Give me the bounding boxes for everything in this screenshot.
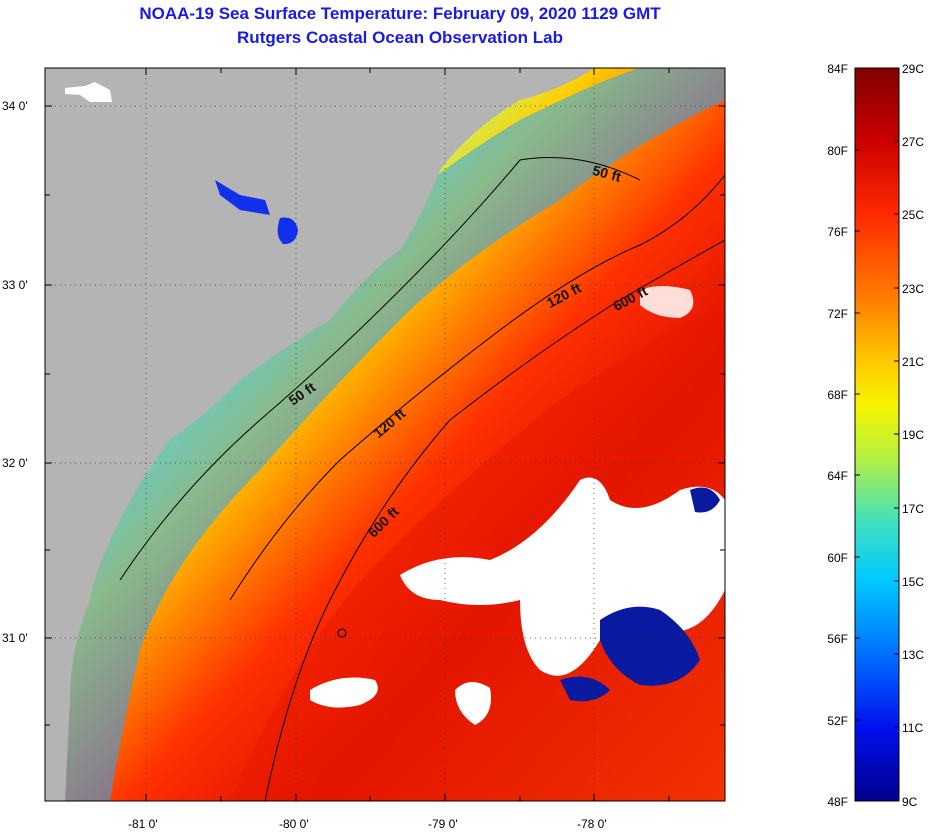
lat-label-32: 32 0' [2, 456, 28, 470]
lon-label-80: -80 0' [279, 817, 309, 831]
colorbar-label-f: 84F [827, 62, 848, 76]
inland-lake [277, 217, 298, 245]
lat-label-33: 33 0' [2, 278, 28, 292]
colorbar-label-c: 15C [902, 575, 924, 589]
lon-label-78: -78 0' [577, 817, 607, 831]
colorbar-label-c: 27C [902, 135, 924, 149]
lon-label-79: -79 0' [428, 817, 458, 831]
graticule [45, 68, 725, 801]
contour-120ft [229, 174, 725, 601]
contour-50ft [119, 157, 641, 581]
axis-ticks [45, 68, 725, 801]
colorbar-label-f: 80F [827, 144, 848, 158]
colorbar-label-c: 21C [902, 355, 924, 369]
colorbar-label-f: 56F [827, 632, 848, 646]
lon-label-81: -81 0' [128, 817, 158, 831]
colorbar-label-f: 76F [827, 225, 848, 239]
map-title: NOAA-19 Sea Surface Temperature: Februar… [139, 4, 661, 23]
temperature-colorbar [854, 67, 900, 802]
colorbar-label-c: 17C [902, 502, 924, 516]
colorbar-ticks [855, 67, 899, 802]
cloud-patch [65, 82, 112, 102]
colorbar-label-f: 60F [827, 551, 848, 565]
colorbar-label-c: 29C [902, 62, 924, 76]
colorbar-label-c: 13C [902, 648, 924, 662]
nearshore-cool-band [45, 68, 725, 801]
lat-label-34: 34 0' [2, 99, 28, 113]
colorbar-label-c: 25C [902, 208, 924, 222]
colorbar-label-f: 48F [827, 795, 848, 809]
colorbar-label-f: 64F [827, 469, 848, 483]
colorbar-label-f: 52F [827, 714, 848, 728]
contour-600ft [264, 239, 725, 801]
contour-label-50ft-north: 50 ft [591, 162, 623, 185]
contour-circle [337, 628, 347, 638]
colorbar-label-f: 68F [827, 388, 848, 402]
inland-lake [215, 180, 270, 215]
colorbar-label-c: 23C [902, 282, 924, 296]
lat-label-31: 31 0' [2, 631, 28, 645]
cloud-cover [310, 286, 725, 725]
colorbar-label-c: 11C [902, 721, 923, 735]
map-frame [44, 67, 726, 802]
colorbar-label-f: 72F [827, 307, 848, 321]
colorbar-label-c: 9C [902, 795, 918, 809]
land-mass [45, 68, 595, 801]
colorbar-label-c: 19C [902, 428, 924, 442]
map-subtitle: Rutgers Coastal Ocean Observation Lab [237, 28, 563, 47]
gulf-stream-core [230, 300, 725, 801]
